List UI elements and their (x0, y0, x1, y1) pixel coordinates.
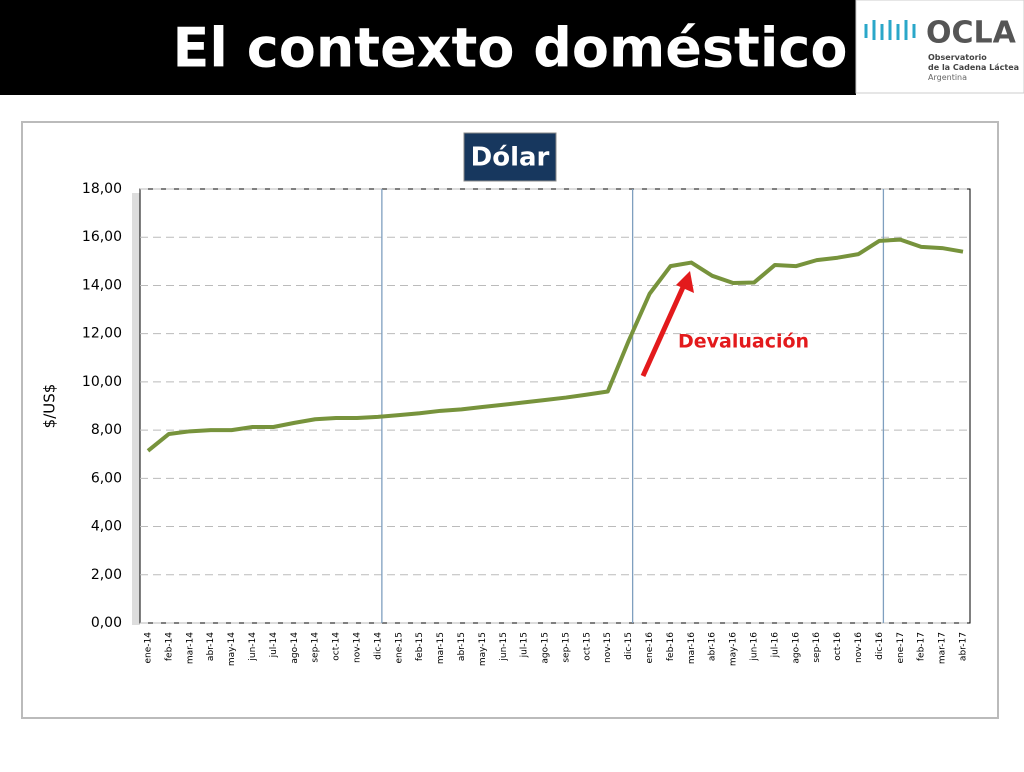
plot-shadow (132, 193, 140, 625)
x-tick-label: feb-17 (917, 632, 927, 661)
y-tick-label: 10,00 (82, 374, 122, 390)
x-tick-label: nov-16 (854, 632, 864, 663)
y-tick-label: 4,00 (91, 519, 122, 535)
x-tick-label: oct-16 (833, 632, 843, 661)
x-tick-label: dic-16 (875, 632, 885, 660)
x-tick-label: jun-14 (248, 632, 258, 662)
x-tick-label: ago-15 (541, 632, 551, 664)
chart-title: Dólar (471, 143, 550, 173)
x-tick-label: abr-14 (206, 632, 216, 661)
x-tick-label: mar-17 (938, 632, 948, 664)
x-tick-label: mar-15 (436, 632, 446, 664)
x-tick-label: may-15 (478, 632, 488, 666)
slide-title: El contexto doméstico (173, 17, 848, 80)
x-tick-label: sep-15 (561, 632, 571, 663)
x-tick-label: may-14 (227, 632, 237, 666)
x-tick-label: ene-15 (394, 632, 404, 663)
x-tick-label: jul-15 (520, 632, 530, 658)
y-tick-label: 14,00 (82, 277, 122, 293)
y-tick-label: 16,00 (82, 229, 122, 245)
header-bar (0, 0, 856, 95)
x-tick-label: nov-15 (603, 632, 613, 663)
x-tick-label: oct-14 (332, 632, 342, 661)
x-tick-label: jun-15 (499, 632, 509, 662)
x-tick-label: ago-16 (791, 632, 801, 664)
x-tick-label: ene-16 (645, 632, 655, 664)
logo-line: Argentina (928, 73, 967, 82)
logo-line: de la Cadena Láctea (928, 63, 1019, 72)
y-tick-label: 6,00 (91, 470, 122, 486)
x-tick-label: jun-16 (750, 632, 760, 662)
annotation-arrow (640, 283, 687, 378)
x-tick-label: ago-14 (290, 632, 300, 664)
x-tick-label: feb-15 (415, 632, 425, 661)
y-tick-label: 2,00 (91, 567, 122, 583)
y-tick-label: 0,00 (91, 615, 122, 631)
x-tick-label: jul-16 (770, 632, 780, 659)
y-axis-label: $/US$ (41, 384, 59, 429)
x-tick-label: oct-15 (582, 632, 592, 661)
x-tick-label: feb-16 (666, 632, 676, 661)
series-line (146, 237, 964, 453)
x-tick-label: sep-14 (311, 632, 321, 663)
x-tick-label: nov-14 (352, 632, 362, 663)
logo-mark (864, 20, 916, 40)
x-tick-label: abr-16 (708, 632, 718, 661)
x-tick-label: mar-14 (185, 632, 195, 664)
y-tick-label: 8,00 (91, 422, 122, 438)
x-tick-label: jul-14 (269, 632, 279, 659)
logo-box (855, 0, 1024, 94)
x-tick-label: mar-16 (687, 632, 697, 664)
x-tick-label: sep-16 (812, 632, 822, 663)
x-tick-label: may-16 (729, 632, 739, 666)
x-tick-label: feb-14 (164, 632, 174, 661)
x-tick-label: ene-17 (896, 632, 906, 663)
annotation: Devaluación (678, 331, 809, 353)
logo-line: Observatorio (928, 53, 987, 62)
chart-title-box (463, 132, 557, 182)
plot: 0,00 2,00 4,00 6,00 8,00 10,00 12,00 14,00 16,00… (82, 181, 970, 666)
x-tick-label: abr-17 (959, 632, 969, 661)
x-tick-label: dic-14 (373, 632, 383, 660)
y-tick-label: 18,00 (82, 181, 122, 197)
plot-area (139, 188, 971, 624)
annotation-arrowhead (676, 271, 694, 293)
x-tick-label: ene-14 (144, 632, 154, 664)
logo-name: OCLA (926, 16, 1017, 51)
x-tick-label: abr-15 (457, 632, 467, 661)
y-tick-label: 12,00 (82, 326, 122, 342)
x-tick-label: dic-15 (624, 632, 634, 660)
